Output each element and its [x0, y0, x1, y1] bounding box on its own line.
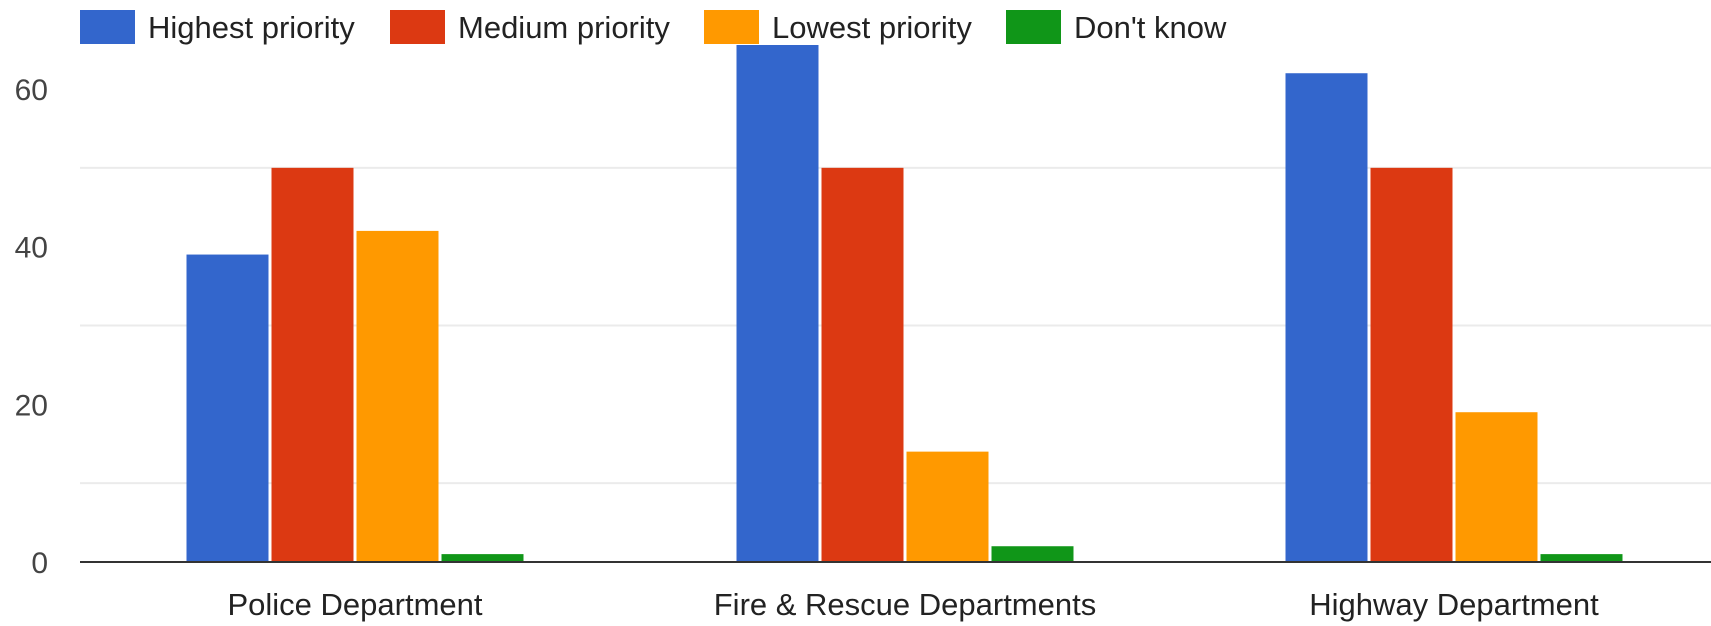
- y-tick-label: 20: [15, 389, 48, 422]
- legend: Highest priority Medium priority Lowest pr…: [80, 10, 1227, 45]
- bar-medium-priority-1: [821, 167, 904, 563]
- y-tick-label: 60: [15, 74, 48, 107]
- bar-don-t-know-2: [1540, 554, 1623, 562]
- bars: [186, 45, 1623, 563]
- legend-label: Highest priority: [148, 10, 355, 45]
- legend-swatch: [80, 10, 135, 44]
- legend-swatch: [1006, 10, 1061, 44]
- x-category-label: Police Department: [227, 587, 482, 622]
- x-category-label: Fire & Rescue Departments: [714, 587, 1096, 622]
- y-tick-label: 40: [15, 232, 48, 265]
- bar-highest-priority-0: [186, 254, 269, 563]
- y-axis-ticks: 0 20 40 60: [15, 74, 48, 580]
- bar-lowest-priority-0: [356, 230, 439, 562]
- legend-label: Don't know: [1074, 10, 1227, 45]
- bar-lowest-priority-1: [906, 451, 989, 562]
- x-axis-labels: Police Department Fire & Rescue Departmen…: [227, 587, 1599, 622]
- x-category-label: Highway Department: [1309, 587, 1599, 622]
- bar-don-t-know-0: [441, 554, 524, 562]
- y-tick-label: 0: [31, 547, 48, 580]
- bar-don-t-know-1: [991, 546, 1074, 562]
- bar-highest-priority-1: [736, 45, 819, 562]
- bar-lowest-priority-2: [1455, 412, 1538, 562]
- legend-label: Medium priority: [458, 10, 670, 45]
- bar-highest-priority-2: [1285, 73, 1368, 562]
- legend-swatch: [390, 10, 445, 44]
- legend-label: Lowest priority: [772, 10, 972, 45]
- legend-swatch: [704, 10, 759, 44]
- bar-medium-priority-0: [271, 167, 354, 563]
- bar-medium-priority-2: [1370, 167, 1453, 563]
